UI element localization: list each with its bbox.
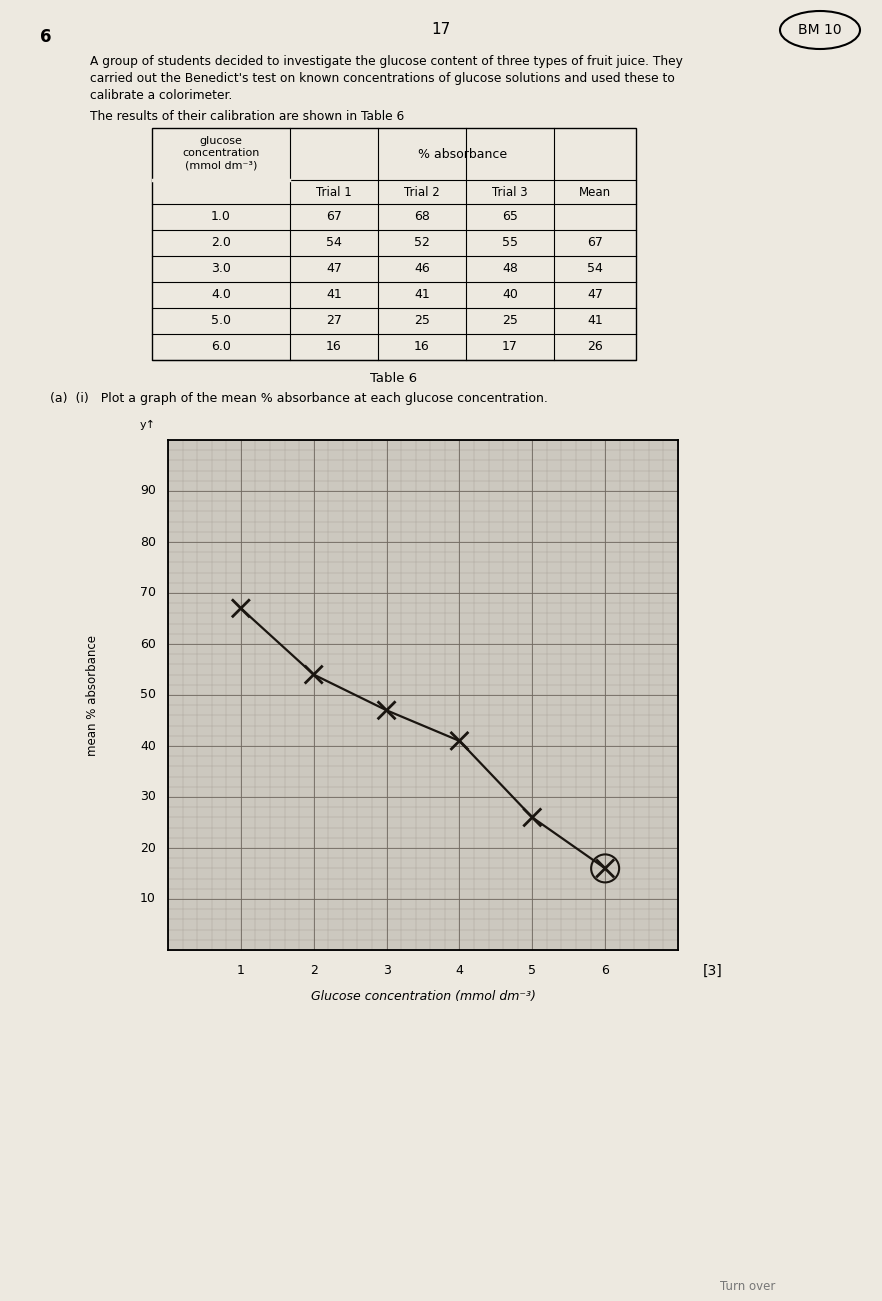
- Text: 1: 1: [237, 964, 245, 977]
- Text: 6: 6: [40, 29, 51, 46]
- Text: 16: 16: [326, 341, 342, 354]
- Text: 80: 80: [140, 536, 156, 549]
- Text: mean % absorbance: mean % absorbance: [86, 635, 100, 756]
- Text: 30: 30: [140, 791, 156, 804]
- Text: % absorbance: % absorbance: [418, 147, 507, 160]
- Text: 54: 54: [326, 237, 342, 250]
- Text: Trial 1: Trial 1: [316, 186, 352, 199]
- Text: 10: 10: [140, 892, 156, 905]
- Text: Table 6: Table 6: [370, 372, 417, 385]
- Text: 5: 5: [528, 964, 536, 977]
- Text: 2.0: 2.0: [211, 237, 231, 250]
- Text: A group of students decided to investigate the glucose content of three types of: A group of students decided to investiga…: [90, 55, 683, 68]
- Text: 41: 41: [587, 315, 603, 328]
- Text: 90: 90: [140, 484, 156, 497]
- Text: 40: 40: [140, 739, 156, 752]
- Text: 55: 55: [502, 237, 518, 250]
- Text: 67: 67: [587, 237, 603, 250]
- Text: 41: 41: [415, 289, 430, 302]
- Text: 16: 16: [415, 341, 430, 354]
- Text: The results of their calibration are shown in Table 6: The results of their calibration are sho…: [90, 111, 404, 124]
- Text: 5.0: 5.0: [211, 315, 231, 328]
- Text: (a)  (i)   Plot a graph of the mean % absorbance at each glucose concentration.: (a) (i) Plot a graph of the mean % absor…: [50, 392, 548, 405]
- Text: 20: 20: [140, 842, 156, 855]
- Text: Mean: Mean: [579, 186, 611, 199]
- Text: 67: 67: [326, 211, 342, 224]
- Text: 47: 47: [587, 289, 603, 302]
- Text: 3.0: 3.0: [211, 263, 231, 276]
- Text: 4.0: 4.0: [211, 289, 231, 302]
- Text: 41: 41: [326, 289, 342, 302]
- Text: 50: 50: [140, 688, 156, 701]
- Text: 2: 2: [310, 964, 318, 977]
- Text: 48: 48: [502, 263, 518, 276]
- Text: 17: 17: [431, 22, 451, 36]
- Text: calibrate a colorimeter.: calibrate a colorimeter.: [90, 88, 232, 101]
- Text: 47: 47: [326, 263, 342, 276]
- Text: 4: 4: [455, 964, 463, 977]
- Text: 17: 17: [502, 341, 518, 354]
- Text: 54: 54: [587, 263, 603, 276]
- Text: 25: 25: [502, 315, 518, 328]
- Text: glucose
concentration
(mmol dm⁻³): glucose concentration (mmol dm⁻³): [183, 137, 259, 170]
- Text: 52: 52: [414, 237, 430, 250]
- Text: 26: 26: [587, 341, 603, 354]
- Text: carried out the Benedict's test on known concentrations of glucose solutions and: carried out the Benedict's test on known…: [90, 72, 675, 85]
- Text: 3: 3: [383, 964, 391, 977]
- Bar: [152, 127, 636, 360]
- Bar: [168, 440, 678, 950]
- Text: 6.0: 6.0: [211, 341, 231, 354]
- Text: 70: 70: [140, 587, 156, 600]
- Text: 68: 68: [414, 211, 430, 224]
- Text: y↑: y↑: [140, 420, 156, 431]
- Text: Trial 2: Trial 2: [404, 186, 440, 199]
- Text: 1.0: 1.0: [211, 211, 231, 224]
- Text: Trial 3: Trial 3: [492, 186, 527, 199]
- Text: [3]: [3]: [703, 964, 722, 978]
- Text: 6: 6: [602, 964, 609, 977]
- Text: Turn over: Turn over: [720, 1280, 775, 1293]
- Text: 40: 40: [502, 289, 518, 302]
- Text: 60: 60: [140, 637, 156, 650]
- Text: Glucose concentration (mmol dm⁻³): Glucose concentration (mmol dm⁻³): [310, 990, 535, 1003]
- Text: BM 10: BM 10: [798, 23, 841, 36]
- Text: 46: 46: [415, 263, 430, 276]
- Text: 65: 65: [502, 211, 518, 224]
- Text: 27: 27: [326, 315, 342, 328]
- Text: 25: 25: [414, 315, 430, 328]
